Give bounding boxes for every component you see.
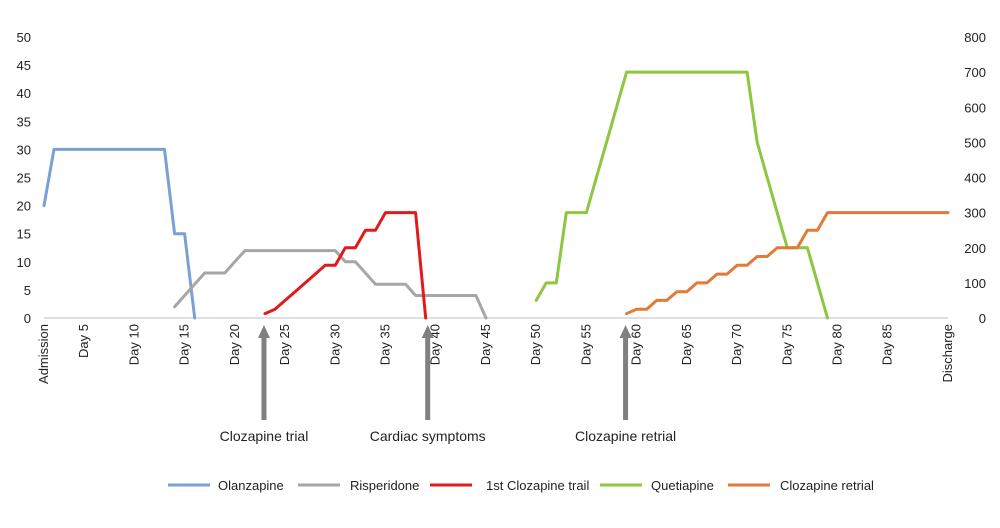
x-tick-label: Day 5 bbox=[76, 324, 91, 358]
annotation-label: Cardiac symptoms bbox=[370, 428, 486, 444]
y-left-tick-label: 0 bbox=[24, 311, 31, 326]
x-tick-label: Day 75 bbox=[779, 324, 794, 365]
series-line-risperidone bbox=[173, 249, 488, 320]
x-tick-label: Day 25 bbox=[277, 324, 292, 365]
series-line-olanzapine bbox=[42, 147, 197, 320]
y-right-tick-label: 800 bbox=[964, 30, 986, 45]
x-tick-label: Day 30 bbox=[327, 324, 342, 365]
y-left-tick-label: 10 bbox=[17, 255, 31, 270]
annotation-arrow-head bbox=[619, 325, 632, 338]
series-line-1st-clozapine-trail bbox=[263, 211, 428, 320]
y-right-tick-label: 200 bbox=[964, 241, 986, 256]
legend-label: Clozapine retrial bbox=[780, 478, 874, 493]
y-right-tick-label: 700 bbox=[964, 65, 986, 80]
x-tick-label: Day 85 bbox=[880, 324, 895, 365]
annotation-arrow-head bbox=[421, 325, 434, 338]
legend-label: Quetiapine bbox=[651, 478, 714, 493]
y-left-tick-label: 40 bbox=[17, 86, 31, 101]
x-tick-label: Admission bbox=[36, 324, 51, 384]
y-left-tick-label: 45 bbox=[17, 58, 31, 73]
x-tick-label: Day 45 bbox=[478, 324, 493, 365]
y-right-tick-label: 500 bbox=[964, 135, 986, 150]
series-layer bbox=[42, 70, 950, 320]
series-line-clozapine-retrial bbox=[625, 211, 950, 316]
y-right-tick-label: 300 bbox=[964, 206, 986, 221]
annotation-label: Clozapine trial bbox=[220, 428, 309, 444]
y-left-tick-label: 20 bbox=[17, 199, 31, 214]
annotation-arrow-shaft bbox=[261, 336, 267, 420]
y-left-tick-label: 15 bbox=[17, 227, 31, 242]
y-right-tick-label: 100 bbox=[964, 276, 986, 291]
x-tick-label: Discharge bbox=[940, 324, 955, 383]
x-tick-label: Day 60 bbox=[629, 324, 644, 365]
x-tick-label: Day 20 bbox=[227, 324, 242, 365]
y-left-tick-label: 30 bbox=[17, 142, 31, 157]
annotation-arrow bbox=[421, 325, 434, 420]
annotation-label: Clozapine retrial bbox=[575, 428, 676, 444]
x-tick-label: Day 65 bbox=[679, 324, 694, 365]
y-right-tick-label: 400 bbox=[964, 171, 986, 186]
legend-label: Risperidone bbox=[350, 478, 419, 493]
legend: Olanzapine Risperidone 1st Clozapine trail… bbox=[168, 478, 874, 493]
y-right-tick-label: 0 bbox=[979, 311, 986, 326]
legend-label: Olanzapine bbox=[218, 478, 284, 493]
annotation-arrow bbox=[257, 325, 270, 420]
x-tick-label: Day 70 bbox=[729, 324, 744, 365]
annotation-layer: Clozapine trial Cardiac symptoms Clozapine… bbox=[220, 325, 676, 444]
y-left-tick-label: 35 bbox=[17, 114, 31, 129]
annotation-arrow-shaft bbox=[623, 336, 629, 420]
legend-label: 1st Clozapine trail bbox=[486, 478, 589, 493]
x-tick-label: Day 55 bbox=[578, 324, 593, 365]
y-left-tick-label: 25 bbox=[17, 171, 31, 186]
x-tick-label: Day 35 bbox=[378, 324, 393, 365]
x-tick-label: Day 15 bbox=[177, 324, 192, 365]
y-right-tick-label: 600 bbox=[964, 100, 986, 115]
x-tick-label: Day 10 bbox=[126, 324, 141, 365]
y-left-tick-label: 50 bbox=[17, 30, 31, 45]
annotation-arrow bbox=[619, 325, 632, 420]
annotation-arrow-shaft bbox=[425, 336, 431, 420]
series-line-quetiapine bbox=[534, 70, 829, 320]
annotation-arrow-head bbox=[257, 325, 270, 338]
y-left-tick-label: 5 bbox=[24, 283, 31, 298]
x-tick-label: Day 50 bbox=[528, 324, 543, 365]
x-tick-label: Day 80 bbox=[830, 324, 845, 365]
axes-layer: 0510152025303540455001002003004005006007… bbox=[17, 30, 986, 384]
